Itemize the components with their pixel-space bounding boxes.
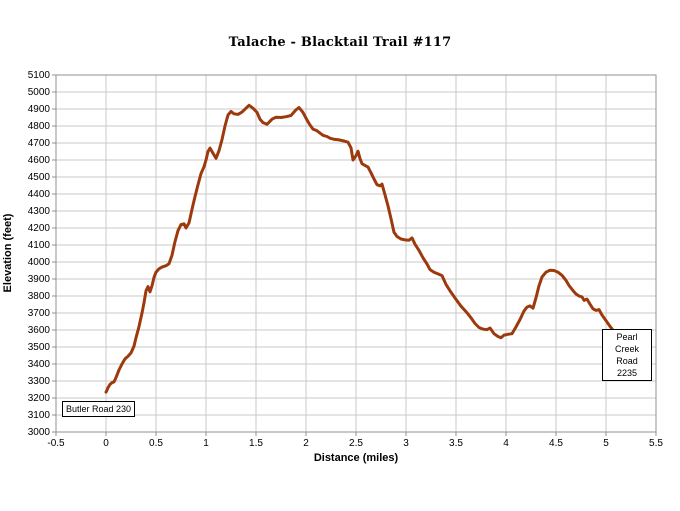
y-tick-label: 4600 — [27, 155, 50, 166]
y-tick-label: 5100 — [27, 70, 50, 81]
y-tick-label: 3900 — [27, 274, 50, 285]
annotation-pearl-creek-road: Pearl Creek Road 2235 — [602, 329, 652, 381]
y-tick-label: 4700 — [27, 138, 50, 149]
x-tick-label: 3.5 — [449, 438, 463, 449]
y-tick-label: 4100 — [27, 240, 50, 251]
chart-title: Talache - Blacktail Trail #117 — [228, 35, 452, 50]
y-tick-label: 3200 — [27, 393, 50, 404]
y-tick-label: 3100 — [27, 410, 50, 421]
y-tick-label: 5000 — [27, 87, 50, 98]
y-tick-label: 3500 — [27, 342, 50, 353]
annotation-butler-road-text: Butler Road 230 — [66, 404, 132, 414]
y-tick-label: 4200 — [27, 223, 50, 234]
x-tick-label: 5.5 — [649, 438, 663, 449]
y-tick-label: 3400 — [27, 359, 50, 370]
y-tick-label: 4000 — [27, 257, 50, 268]
x-tick-label: 1 — [203, 438, 209, 449]
x-tick-label: 3 — [403, 438, 409, 449]
y-tick-label: 4800 — [27, 121, 50, 132]
annotation-pearl-creek-line1: Pearl Creek — [614, 332, 639, 354]
x-tick-label: 4 — [503, 438, 509, 449]
y-tick-label: 4400 — [27, 189, 50, 200]
x-tick-label: 1.5 — [249, 438, 263, 449]
y-axis-title: Elevation (feet) — [2, 213, 14, 293]
y-tick-label: 3600 — [27, 325, 50, 336]
x-tick-label: -0.5 — [47, 438, 65, 449]
y-tick-label: 3300 — [27, 376, 50, 387]
y-tick-label: 4500 — [27, 172, 50, 183]
x-tick-label: 0.5 — [149, 438, 163, 449]
y-tick-label: 4300 — [27, 206, 50, 217]
x-tick-label: 0 — [103, 438, 109, 449]
x-tick-label: 5 — [603, 438, 609, 449]
y-tick-label: 3800 — [27, 291, 50, 302]
annotation-butler-road: Butler Road 230 — [62, 401, 136, 417]
x-tick-label: 2.5 — [349, 438, 363, 449]
x-tick-label: 4.5 — [549, 438, 563, 449]
y-tick-label: 4900 — [27, 104, 50, 115]
y-tick-label: 3000 — [27, 427, 50, 438]
x-tick-label: 2 — [303, 438, 309, 449]
y-tick-label: 3700 — [27, 308, 50, 319]
annotation-pearl-creek-line2: Road 2235 — [616, 356, 638, 378]
x-axis-title: Distance (miles) — [313, 452, 399, 464]
